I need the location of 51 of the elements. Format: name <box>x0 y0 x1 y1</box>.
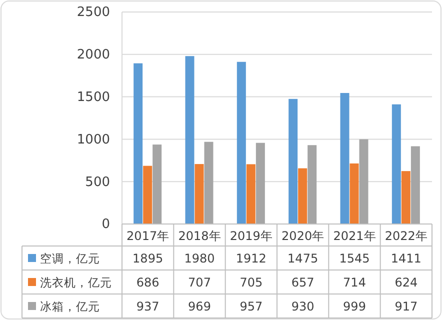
bar <box>194 164 204 224</box>
bar <box>236 62 246 224</box>
x-tick-label: 2020年 <box>282 229 324 243</box>
bar <box>256 142 265 224</box>
x-tick-label: 2019年 <box>230 229 272 243</box>
y-tick-label: 2000 <box>76 48 110 63</box>
data-label: 969 <box>188 300 211 314</box>
data-label: 705 <box>240 276 263 290</box>
data-label: 707 <box>188 276 211 290</box>
bar <box>204 142 214 224</box>
x-tick-label: 2017年 <box>126 229 170 243</box>
data-label: 1475 <box>288 252 318 266</box>
bar <box>143 166 152 224</box>
bar <box>246 164 256 224</box>
bar <box>288 98 298 224</box>
data-label: 1545 <box>339 252 370 266</box>
data-label: 999 <box>343 300 366 314</box>
y-tick-label: 2500 <box>76 5 110 20</box>
bar <box>359 139 368 224</box>
bar <box>298 168 308 224</box>
bar <box>340 92 350 224</box>
x-tick-label: 2021年 <box>333 229 376 243</box>
bar <box>134 63 143 224</box>
data-label: 1411 <box>390 252 422 266</box>
bar <box>185 56 194 224</box>
bar <box>392 104 401 224</box>
legend-label: 空调，亿元 <box>40 252 100 266</box>
x-tick-label: 2018年 <box>178 229 221 243</box>
x-tick-label: 2022年 <box>384 229 428 243</box>
data-label: 937 <box>136 300 160 314</box>
data-label: 930 <box>291 300 314 314</box>
bar <box>308 145 317 224</box>
data-label: 1980 <box>184 252 215 266</box>
data-label: 1895 <box>132 252 164 266</box>
y-tick-label: 0 <box>102 217 110 232</box>
data-label: 686 <box>136 276 160 290</box>
data-label: 714 <box>343 276 366 290</box>
legend-label: 冰箱，亿元 <box>40 300 100 314</box>
data-label: 624 <box>394 276 418 290</box>
data-label: 1912 <box>236 252 266 266</box>
bar <box>401 171 410 224</box>
bar <box>410 146 420 224</box>
legend-label: 洗衣机，亿元 <box>40 276 112 290</box>
bar <box>350 163 359 224</box>
y-tick-label: 1500 <box>76 90 110 105</box>
data-label: 917 <box>394 300 418 314</box>
data-label: 657 <box>291 276 314 290</box>
bar <box>152 144 162 224</box>
data-label: 957 <box>240 300 263 314</box>
y-tick-label: 1000 <box>76 132 110 148</box>
y-tick-label: 500 <box>85 174 110 190</box>
